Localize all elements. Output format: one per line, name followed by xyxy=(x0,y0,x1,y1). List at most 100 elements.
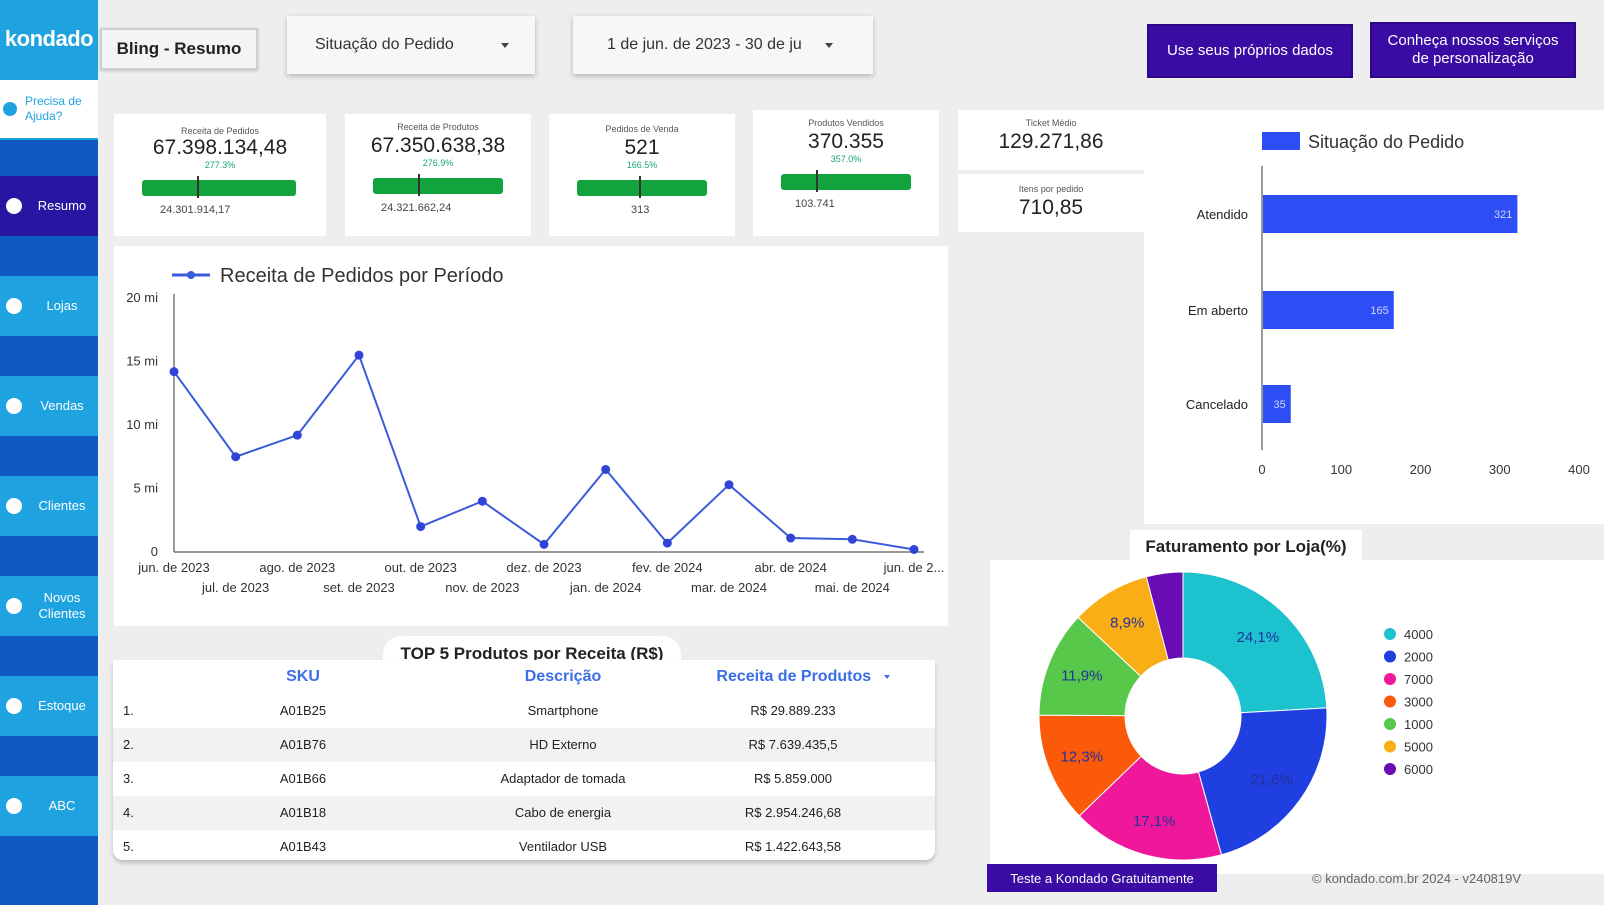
sidebar-item-clientes[interactable]: Clientes xyxy=(0,476,98,536)
legend-dot-icon xyxy=(1384,695,1396,708)
row-receita: R$ 5.859.000 xyxy=(753,771,833,786)
y-tick-label: 0 xyxy=(151,544,158,559)
table-row[interactable]: 4. A01B18 Cabo de energia R$ 2.954.246,6… xyxy=(113,796,935,830)
data-point xyxy=(909,544,919,554)
pie-chart: 24,1% 21,6% 17,1% 12,3% 11,9% 8,9% 4000 2000 700… xyxy=(1038,571,1433,861)
row-descricao: Adaptador de tomada xyxy=(500,771,626,786)
row-sku: A01B43 xyxy=(279,839,327,854)
sidebar-item-novos-clientes[interactable]: Novos Clientes xyxy=(0,576,98,636)
legend-label: Receita de Pedidos por Período xyxy=(220,265,504,287)
kondado-logo[interactable]: kondado xyxy=(0,0,98,78)
kpi-value: 521 xyxy=(624,136,660,159)
bar xyxy=(1263,385,1291,423)
line-chart-panel: Receita de Pedidos por Período 0 5 mi 10 mi… xyxy=(114,246,948,626)
slice-label: 8,9% xyxy=(1110,614,1144,631)
help-link[interactable]: Precisa de Ajuda? xyxy=(0,80,98,138)
y-tick-label: 15 mi xyxy=(126,354,158,369)
data-point xyxy=(724,480,734,490)
pie-slice xyxy=(1197,707,1328,856)
data-label: 321 xyxy=(1494,209,1512,221)
legend-label: 1000 xyxy=(1404,717,1433,732)
data-point xyxy=(539,539,549,549)
x-tick-label: dez. de 2023 xyxy=(506,560,581,575)
kpi-target-marker xyxy=(418,174,420,196)
sidebar-spacer xyxy=(0,436,98,476)
legend-dot-icon xyxy=(1384,628,1396,640)
x-tick-label: 0 xyxy=(1258,462,1265,477)
kpi-card-pedidos-venda: Pedidos de Venda 521 166.5% 313 xyxy=(549,114,735,236)
row-sku: A01B76 xyxy=(279,737,327,752)
x-tick-label: jan. de 2024 xyxy=(569,580,642,595)
kpi-target-marker xyxy=(639,176,641,198)
data-point xyxy=(354,350,364,360)
sidebar-item-estoque[interactable]: Estoque xyxy=(0,676,98,736)
x-tick-label: jun. de 2023 xyxy=(137,560,210,575)
use-own-data-button[interactable]: Use seus próprios dados xyxy=(1147,24,1353,78)
date-range-label: 1 de jun. de 2023 - 30 de ju xyxy=(607,36,802,53)
nav-dot-icon xyxy=(6,498,22,514)
x-tick-label: jun. de 2... xyxy=(883,560,945,575)
row-descricao: HD Externo xyxy=(529,737,597,752)
kpi-reference: 24.321.662,24 xyxy=(381,202,452,214)
row-receita: R$ 29.889.233 xyxy=(750,703,836,718)
legend-label: 4000 xyxy=(1404,627,1433,642)
row-descricao: Ventilador USB xyxy=(518,839,608,854)
legend-label: 6000 xyxy=(1404,762,1433,777)
date-range-picker[interactable]: 1 de jun. de 2023 - 30 de ju xyxy=(573,16,873,74)
column-header-descricao[interactable]: Descrição xyxy=(524,668,602,685)
nav-dot-icon xyxy=(6,198,22,214)
data-point xyxy=(292,430,302,440)
y-tick-label: 10 mi xyxy=(126,417,158,432)
x-tick-label: ago. de 2023 xyxy=(259,560,335,575)
table-row[interactable]: 3. A01B66 Adaptador de tomada R$ 5.859.0… xyxy=(113,762,935,796)
kpi-label: Ticket Médio xyxy=(1025,118,1077,128)
sidebar-item-abc[interactable]: ABC xyxy=(0,776,98,836)
services-button[interactable]: Conheça nossos serviços de personalizaçã… xyxy=(1370,22,1576,78)
status-filter-label: Situação do Pedido xyxy=(315,36,454,53)
table-row[interactable]: 2. A01B76 HD Externo R$ 7.639.435,5 xyxy=(113,728,935,762)
row-sku: A01B66 xyxy=(279,771,327,786)
pie-chart-panel: 24,1% 21,6% 17,1% 12,3% 11,9% 8,9% 4000 2000 700… xyxy=(990,560,1604,874)
data-point xyxy=(786,533,796,543)
slice-label: 12,3% xyxy=(1061,748,1104,765)
status-filter-dropdown[interactable]: Situação do Pedido xyxy=(287,16,535,74)
nav-dot-icon xyxy=(6,798,22,814)
table-row[interactable]: 1. A01B25 Smartphone R$ 29.889.233 xyxy=(113,694,935,728)
x-tick-label: set. de 2023 xyxy=(323,580,395,595)
pie-slice xyxy=(1145,571,1184,661)
column-header-sku[interactable]: SKU xyxy=(286,668,320,685)
x-tick-label: nov. de 2023 xyxy=(445,580,519,595)
sidebar-spacer xyxy=(0,336,98,376)
kpi-reference: 24.301.914,17 xyxy=(160,204,231,216)
kpi-label: Pedidos de Venda xyxy=(605,124,679,134)
kpi-change: 357.0% xyxy=(830,154,862,164)
sidebar-item-vendas[interactable]: Vendas xyxy=(0,376,98,436)
row-number: 5. xyxy=(123,839,134,854)
report-title: Bling - Resumo xyxy=(100,28,258,70)
sidebar-item-lojas[interactable]: Lojas xyxy=(0,276,98,336)
sidebar-spacer xyxy=(0,140,98,176)
sidebar-item-resumo[interactable]: Resumo xyxy=(0,176,98,236)
category-label: Cancelado xyxy=(1186,397,1248,412)
row-descricao: Cabo de energia xyxy=(514,805,612,820)
table-row[interactable]: 5. A01B43 Ventilador USB R$ 1.422.643,58 xyxy=(113,830,935,860)
sidebar-item-label: Clientes xyxy=(38,498,86,513)
x-tick-label: mar. de 2024 xyxy=(691,580,767,595)
category-label: Em aberto xyxy=(1188,303,1248,318)
legend-label: 5000 xyxy=(1404,740,1433,755)
pie-chart-title: Faturamento por Loja(%) xyxy=(1130,530,1362,564)
pie-slice xyxy=(1182,571,1328,714)
legend-dot-icon xyxy=(187,271,195,279)
kpi-change: 166.5% xyxy=(626,160,658,170)
kpi-label: Receita de Pedidos xyxy=(180,126,260,136)
legend-dot-icon xyxy=(1384,763,1396,775)
kpi-change: 277.3% xyxy=(204,160,236,170)
kpi-card-receita-produtos: Receita de Produtos 67.350.638,38 276.9%… xyxy=(345,114,531,236)
row-number: 4. xyxy=(123,805,134,820)
kpi-reference: 313 xyxy=(631,204,650,216)
kpi-value: 67.350.638,38 xyxy=(370,134,506,157)
free-trial-button[interactable]: Teste a Kondado Gratuitamente xyxy=(987,864,1217,892)
column-header-receita[interactable]: Receita de Produtos xyxy=(703,660,903,694)
kpi-value: 67.398.134,48 xyxy=(152,136,288,159)
sidebar-spacer xyxy=(0,836,98,905)
